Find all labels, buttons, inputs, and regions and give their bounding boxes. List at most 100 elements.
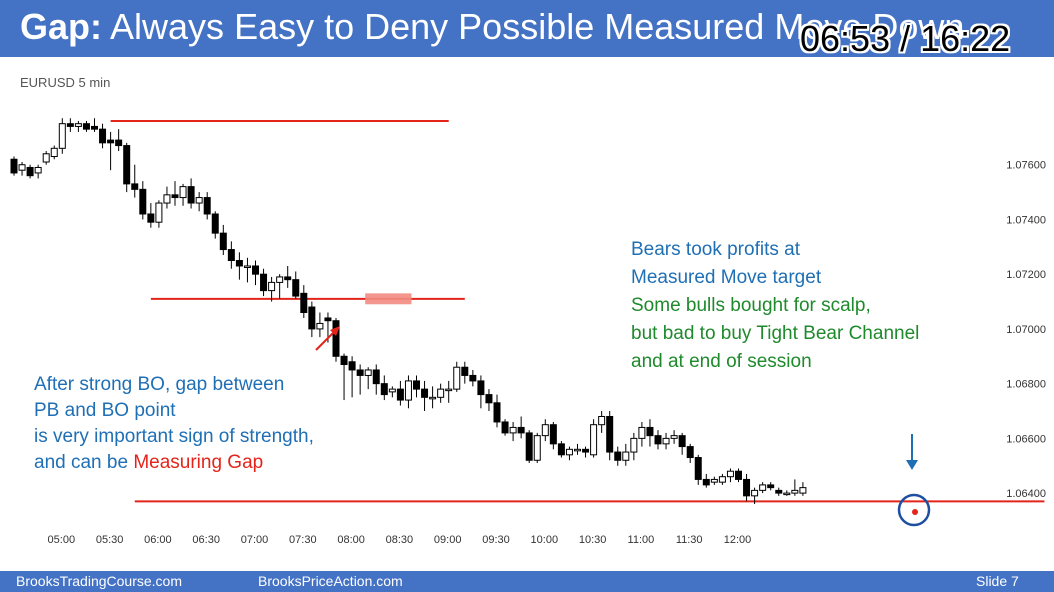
candle [654, 430, 662, 450]
annotation-right-line3: Some bulls bought for scalp, [631, 295, 871, 316]
candle-body-down [131, 183, 139, 190]
candle-body-down [66, 123, 74, 127]
slide-title: Gap: Always Easy to Deny Possible Measur… [20, 6, 964, 48]
candle-body-up [759, 484, 767, 491]
candle [300, 285, 308, 318]
y-tick-label: 1.06600 [1006, 433, 1046, 445]
candle [509, 421, 517, 442]
candle-body-down [235, 260, 243, 267]
candle [606, 411, 614, 461]
candle-body-down [332, 320, 340, 357]
candle-body-down [292, 279, 300, 297]
candle-body-down [654, 435, 662, 445]
candle [751, 487, 759, 505]
candle [139, 181, 147, 220]
x-tick-label: 11:00 [628, 534, 655, 546]
candle-body-up [791, 489, 799, 494]
candle [26, 164, 34, 179]
candle [743, 473, 751, 502]
candle-body-down [260, 273, 268, 292]
x-tick-label: 05:30 [96, 534, 124, 546]
gap-zone [365, 293, 412, 305]
candle [195, 192, 203, 212]
candle-body-down [308, 306, 316, 330]
candle-body-down [187, 186, 195, 204]
candle [445, 380, 453, 403]
y-tick-label: 1.07000 [1006, 324, 1046, 336]
candle-body-down [646, 426, 654, 437]
candle-body-down [767, 484, 775, 489]
candle-body-down [517, 426, 525, 434]
candle-body-down [501, 421, 509, 434]
blue-arrow-head [906, 460, 918, 470]
candle [582, 446, 590, 458]
candlestick-chart: 1.07600 1.07400 1.07200 1.07000 1.06800 1.066… [10, 118, 1046, 546]
candle-body-down [147, 213, 155, 223]
candle [622, 443, 630, 466]
candle [50, 145, 58, 160]
candle [10, 156, 18, 176]
candle [372, 364, 380, 395]
candle [82, 120, 90, 132]
candle-body-down [139, 188, 147, 215]
video-timestamp: 06:53 / 16:22 [800, 18, 1011, 59]
candle-body-up [799, 487, 807, 494]
y-tick-label: 1.07600 [1006, 160, 1046, 172]
candle-body-up [662, 437, 670, 445]
candle [541, 419, 549, 442]
candle [759, 482, 767, 494]
candle [163, 186, 171, 209]
footer-center-link[interactable]: BrooksPriceAction.com [258, 573, 403, 589]
y-tick-label: 1.07200 [1006, 269, 1046, 281]
annotation-right-line4: but bad to buy Tight Bear Channel [631, 323, 920, 344]
candle [453, 361, 461, 392]
candle [662, 432, 670, 450]
candle-body-down [107, 139, 115, 144]
candle [710, 476, 718, 485]
footer-left-link[interactable]: BrooksTradingCourse.com [16, 573, 182, 589]
candle-body-down [252, 265, 259, 275]
x-tick-label: 06:30 [192, 534, 220, 546]
candle [493, 394, 501, 428]
candle-body-up [388, 388, 396, 393]
x-tick-label: 06:00 [144, 534, 172, 546]
candle [388, 386, 396, 398]
candle-body-down [493, 402, 501, 423]
candle-body-up [34, 166, 42, 174]
candle [179, 183, 187, 206]
candle-body-down [219, 232, 227, 251]
candle [799, 482, 807, 496]
candle [783, 490, 791, 496]
candle [380, 375, 388, 401]
target-circle [897, 493, 931, 527]
candle-body-up [670, 435, 678, 439]
candle-body-down [356, 369, 364, 376]
candle [549, 421, 557, 450]
candle [348, 356, 356, 398]
candle-body-down [10, 158, 18, 174]
target-dot [912, 509, 918, 515]
x-tick-label: 10:00 [531, 534, 559, 546]
annotation-left-line4-text: and can be [34, 452, 134, 473]
candle [268, 276, 276, 302]
x-tick-label: 08:30 [386, 534, 414, 546]
candle-body-down [525, 432, 533, 461]
candle-body-up [630, 437, 638, 453]
candle-body-down [340, 355, 348, 365]
candle [123, 142, 131, 193]
gap-highlight [365, 293, 412, 305]
candle-body-up [638, 426, 646, 439]
candle [340, 353, 348, 401]
candle-body-down [348, 361, 356, 371]
candle [477, 375, 485, 409]
x-tick-label: 07:00 [241, 534, 269, 546]
candle [533, 432, 541, 464]
title-prefix: Gap: [20, 6, 103, 47]
candle-body-up [751, 489, 759, 497]
candle [461, 361, 469, 384]
x-tick-label: 07:30 [289, 534, 317, 546]
candle-body-up [437, 388, 445, 398]
candle-body-up [710, 478, 718, 483]
candle-body-down [324, 317, 332, 322]
candle-body-down [171, 194, 179, 199]
